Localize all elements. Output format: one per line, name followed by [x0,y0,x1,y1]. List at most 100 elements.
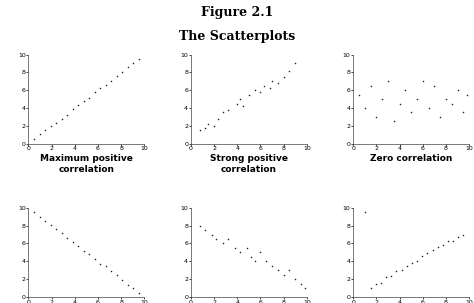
Point [243,245,250,250]
Point [208,232,216,237]
X-axis label: Zero correlation: Zero correlation [370,154,453,163]
Point [236,250,243,255]
Point [41,128,49,133]
Point [80,98,88,103]
Point [69,107,76,112]
Point [80,249,88,254]
Point [58,116,65,121]
Point [69,239,76,244]
Point [231,245,239,250]
Point [53,121,60,125]
Point [431,83,438,88]
Point [256,250,264,255]
Point [102,82,109,87]
Point [439,243,447,248]
Point [425,105,432,110]
Point [30,210,38,215]
Point [408,261,416,265]
Point [408,110,415,115]
Point [372,281,380,286]
Point [424,251,431,256]
Point [367,286,374,291]
Point [58,231,65,235]
Point [85,95,93,100]
Point [113,273,120,278]
Point [30,137,38,142]
Point [383,274,390,279]
Point [124,65,131,70]
Point [428,247,436,252]
Point [251,88,258,93]
Point [124,282,131,287]
Point [387,274,395,278]
Point [219,241,227,246]
Point [361,105,369,110]
Point [286,68,293,73]
Point [377,280,385,285]
Point [419,253,426,258]
Point [234,101,241,106]
Point [118,70,126,75]
Point [85,252,93,257]
Point [247,255,255,259]
Point [268,79,276,84]
Point [373,115,380,119]
Point [251,259,258,264]
Point [413,259,421,264]
Point [396,101,403,106]
Point [64,112,71,117]
Point [214,116,221,121]
Point [266,86,273,91]
Point [392,269,400,274]
Point [297,281,305,286]
Point [390,119,398,124]
Point [108,268,115,273]
Point [129,61,137,66]
Point [41,219,49,224]
Point [135,290,142,295]
Point [286,268,293,273]
Point [398,267,405,272]
Point [135,57,142,62]
Point [280,272,287,277]
Point [448,101,456,106]
Point [236,97,243,102]
Point [292,61,299,66]
Point [74,103,82,108]
Point [403,264,410,268]
Point [449,238,457,243]
X-axis label: Maximum positive
correlation: Maximum positive correlation [40,154,133,174]
Point [268,263,276,268]
Point [444,238,452,243]
Point [263,259,270,264]
Point [292,277,299,281]
Point [280,75,287,79]
Point [460,110,467,115]
Point [413,97,421,102]
Point [419,79,427,84]
Point [274,268,282,273]
Point [260,83,268,88]
Point [113,74,120,79]
Point [256,90,264,95]
Point [108,78,115,83]
Point [239,104,247,109]
Point [96,261,104,266]
Point [64,236,71,241]
Point [378,97,386,102]
Point [210,123,218,128]
Point [53,227,60,232]
Point [274,81,282,85]
Point [384,79,392,84]
Point [460,233,467,238]
Point [196,223,204,228]
Point [201,125,209,130]
Point [361,210,369,215]
Point [96,85,104,90]
Point [463,92,471,97]
Point [442,97,450,102]
Point [102,264,109,269]
Point [434,245,441,249]
Point [401,88,409,93]
Point [204,122,212,126]
